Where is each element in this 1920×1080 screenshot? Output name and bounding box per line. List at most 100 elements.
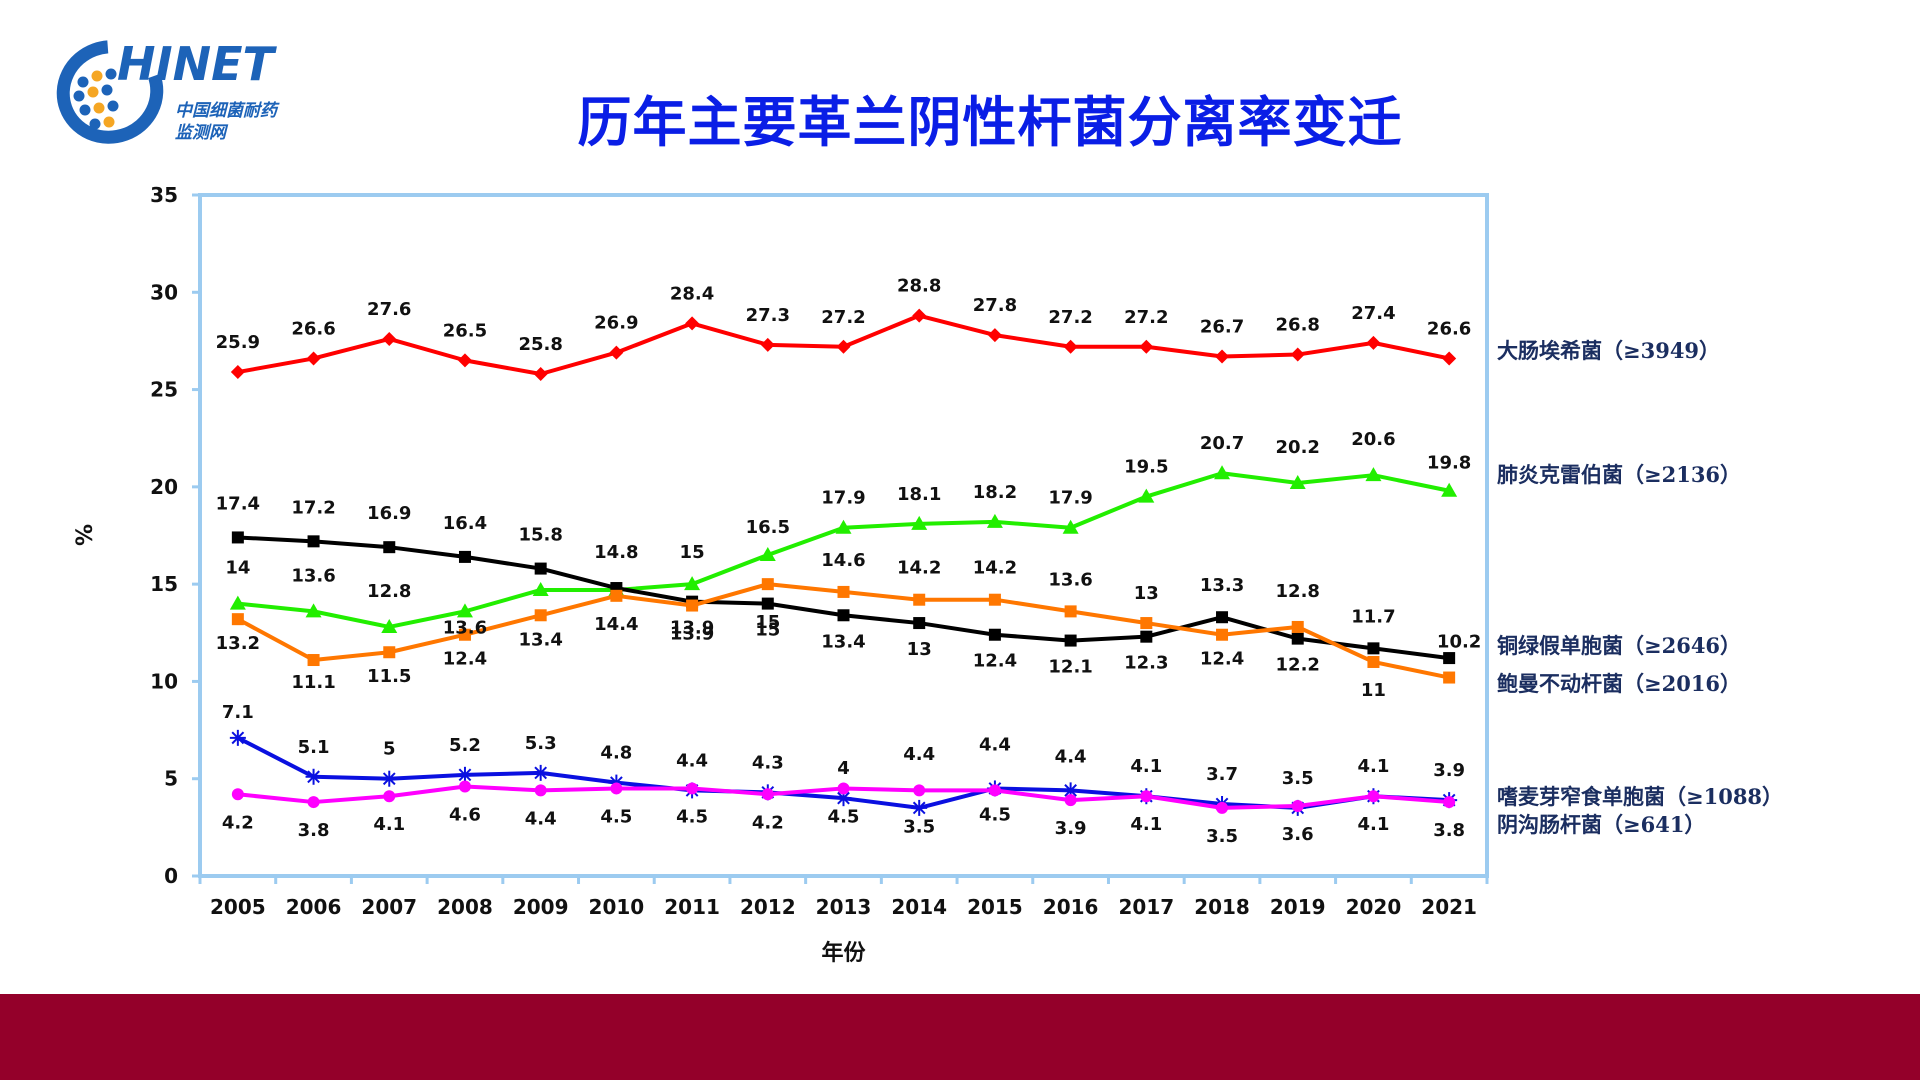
y-tick-label: 5 [164,767,178,791]
data-label: 4.5 [676,806,708,827]
data-label: 25.8 [518,334,562,355]
data-point [913,593,926,606]
data-point [1367,655,1380,668]
logo-dot [87,86,99,98]
data-point [229,729,246,746]
data-label: 5.3 [525,733,557,754]
data-label: 14.4 [594,614,638,635]
data-label: 13.6 [291,565,335,586]
data-label: 4.5 [828,806,860,827]
x-tick-label: 2009 [513,895,569,919]
data-label: 13.4 [821,631,865,652]
data-point [686,599,699,612]
data-label: 3.7 [1206,764,1238,785]
data-point [761,578,774,591]
logo-dot [107,100,119,112]
data-label: 19.8 [1427,453,1471,474]
data-label: 4.1 [373,814,405,835]
data-point [456,603,473,618]
plot-area [198,193,1489,878]
data-label: 18.1 [897,484,941,505]
data-label: 12.8 [1276,581,1320,602]
legend-entry: 大肠埃希菌（≥3949） [1497,338,1720,363]
data-label: 27.2 [1048,307,1092,328]
data-label: 12.1 [1048,657,1092,678]
data-label: 12.4 [443,649,487,670]
data-label: 3.5 [1282,768,1314,789]
legend-entry: 肺炎克雷伯菌（≥2136） [1497,462,1741,487]
logo-subtitle-2: 监测网 [175,123,229,143]
x-tick-label: 2017 [1118,895,1174,919]
data-point [1140,617,1153,630]
data-label: 13.3 [1200,575,1244,596]
data-point [685,316,700,331]
data-label: 4.1 [1357,814,1389,835]
data-point [1367,790,1380,803]
data-point [381,618,398,633]
data-point [1215,349,1230,364]
x-tick-label: 2016 [1043,895,1099,919]
data-label: 15.8 [518,525,562,546]
data-point [988,628,1001,641]
data-label: 12.2 [1276,655,1320,676]
data-point [1062,519,1079,534]
x-tick-label: 2014 [891,895,947,919]
data-point [307,535,320,548]
data-point [1290,347,1305,362]
data-label: 13.4 [518,629,562,650]
data-point [1216,611,1229,624]
data-point [458,550,471,563]
data-label: 4.1 [1357,756,1389,777]
data-point [837,782,850,795]
data-point [988,784,1001,797]
data-point [913,784,926,797]
data-label: 27.6 [367,299,411,320]
data-label: 4.3 [752,752,784,773]
data-point [760,337,775,352]
data-point [231,531,244,544]
series-2 [231,531,1456,665]
legend-entry: 鲍曼不动杆菌（≥2016） [1497,671,1741,696]
data-point [307,654,320,667]
data-point [383,646,396,659]
data-label: 13.2 [216,633,260,654]
data-label: 17.4 [216,493,260,514]
data-point [1139,339,1154,354]
x-tick-label: 2011 [664,895,720,919]
y-tick-label: 0 [164,864,178,888]
data-label: 4.1 [1130,756,1162,777]
data-label: 13 [907,639,932,660]
data-point [534,784,547,797]
data-point [610,782,623,795]
data-label: 17.9 [1048,488,1092,509]
data-label: 4.4 [903,744,935,765]
data-point [911,515,928,530]
data-point [1063,339,1078,354]
data-label: 26.9 [594,313,638,334]
logo-brand: HINET [117,37,278,91]
data-point [837,609,850,622]
data-point [686,782,699,795]
data-label: 20.6 [1351,429,1395,450]
data-point [456,766,473,783]
data-point [382,331,397,346]
logo-dot [89,118,101,130]
data-point [534,562,547,575]
data-label: 14.8 [594,542,638,563]
data-label: 5 [383,739,396,760]
data-label: 3.8 [1433,820,1465,841]
data-point [1365,467,1382,482]
data-point [1140,790,1153,803]
data-label: 27.4 [1351,303,1395,324]
data-label: 4.2 [752,812,784,833]
data-label: 3.5 [903,816,935,837]
data-point [381,770,398,787]
data-label: 13.6 [1048,569,1092,590]
x-tick-label: 2006 [286,895,342,919]
data-point [988,593,1001,606]
data-label: 11.7 [1351,606,1395,627]
series-0 [230,308,1457,382]
logo-dot [101,84,113,96]
data-label: 3.9 [1055,818,1087,839]
data-point [609,345,624,360]
